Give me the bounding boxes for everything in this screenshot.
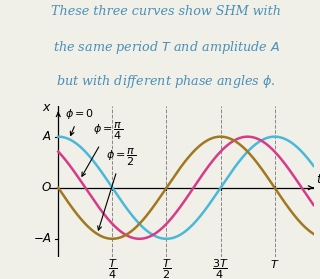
Text: $\phi = \dfrac{\pi}{4}$: $\phi = \dfrac{\pi}{4}$ (82, 120, 123, 176)
Text: $\phi = \dfrac{\pi}{2}$: $\phi = \dfrac{\pi}{2}$ (98, 147, 136, 230)
Text: $t$: $t$ (316, 173, 320, 186)
Text: $x$: $x$ (42, 100, 52, 114)
Text: $T$: $T$ (270, 258, 279, 270)
Text: the same period $T$ and amplitude $A$: the same period $T$ and amplitude $A$ (53, 39, 280, 56)
Text: These three curves show SHM with: These three curves show SHM with (52, 5, 281, 18)
Text: $\dfrac{T}{2}$: $\dfrac{T}{2}$ (162, 258, 171, 279)
Text: $A$: $A$ (42, 130, 52, 143)
Text: but with different phase angles $\phi$.: but with different phase angles $\phi$. (57, 73, 276, 90)
Text: $\dfrac{3T}{4}$: $\dfrac{3T}{4}$ (212, 258, 229, 279)
Text: $-A$: $-A$ (33, 232, 52, 245)
Text: $\dfrac{T}{4}$: $\dfrac{T}{4}$ (108, 258, 117, 279)
Text: $\phi = 0$: $\phi = 0$ (65, 107, 94, 135)
Text: $O$: $O$ (41, 181, 52, 194)
